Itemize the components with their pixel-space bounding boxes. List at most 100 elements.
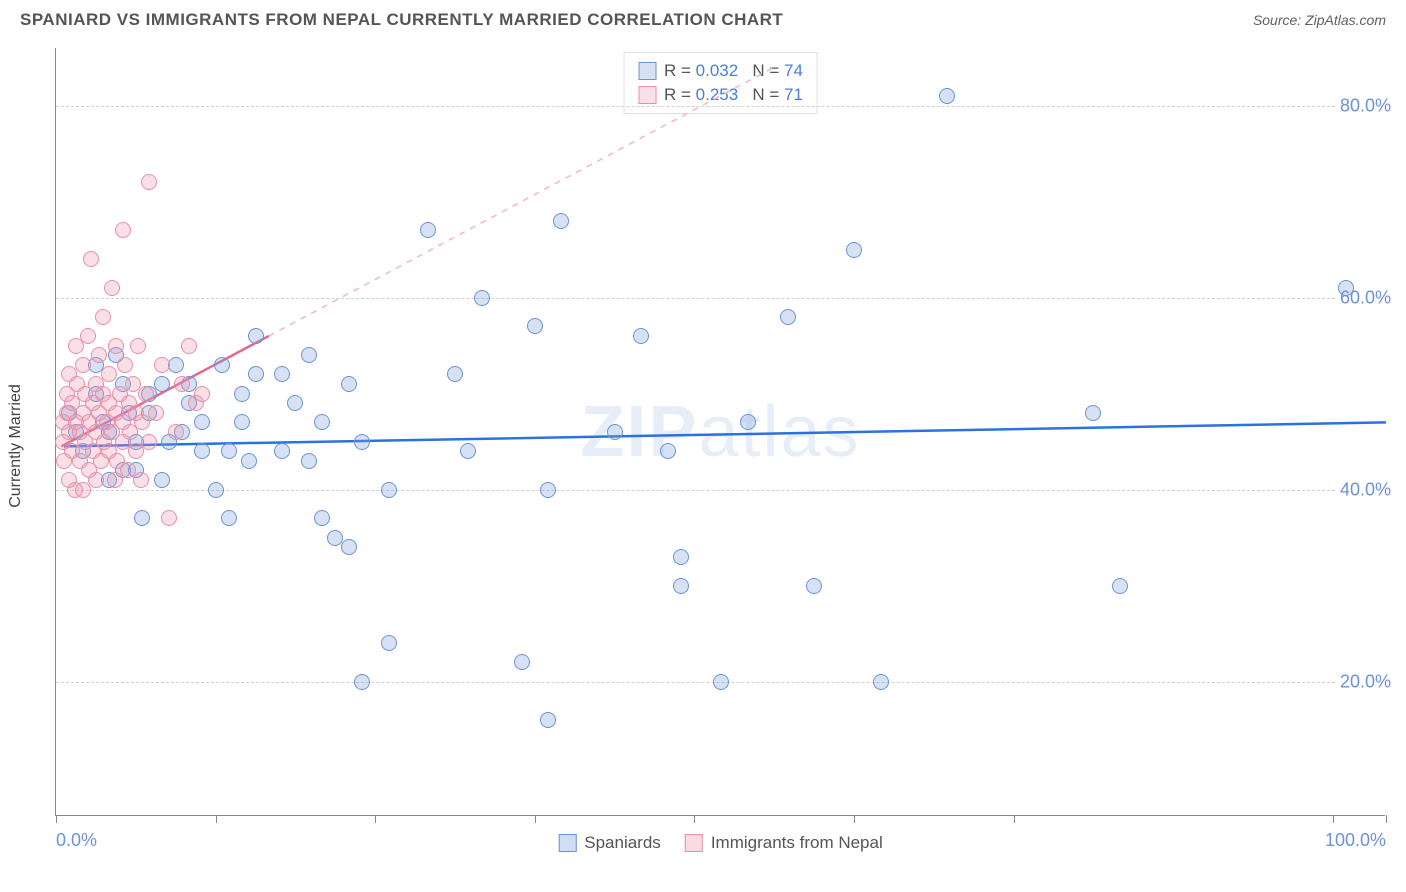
data-point [301,347,317,363]
data-point [780,309,796,325]
data-point [91,347,107,363]
data-point [607,424,623,440]
data-point [633,328,649,344]
data-point [1338,280,1354,296]
data-point [117,357,133,373]
data-point [381,482,397,498]
data-point [141,434,157,450]
x-tick [1333,815,1334,823]
legend-item: Immigrants from Nepal [685,833,883,853]
data-point [474,290,490,306]
legend-item: Spaniards [558,833,661,853]
data-point [540,482,556,498]
data-point [553,213,569,229]
data-point [88,472,104,488]
data-point [234,386,250,402]
x-tick-label: 0.0% [56,830,97,851]
chart-title: SPANIARD VS IMMIGRANTS FROM NEPAL CURREN… [20,10,783,30]
data-point [154,357,170,373]
data-point [447,366,463,382]
data-point [314,414,330,430]
data-point [713,674,729,690]
legend-label: Spaniards [584,833,661,853]
data-point [154,376,170,392]
y-axis-label: Currently Married [7,384,25,508]
data-point [1085,405,1101,421]
source-label: Source: ZipAtlas.com [1253,12,1386,28]
data-point [341,376,357,392]
data-point [420,222,436,238]
legend-label: Immigrants from Nepal [711,833,883,853]
trend-overlay [56,48,1386,816]
x-tick [694,815,695,823]
data-point [527,318,543,334]
data-point [108,338,124,354]
data-point [341,539,357,555]
data-point [83,251,99,267]
x-tick [56,815,57,823]
data-point [514,654,530,670]
data-point [115,222,131,238]
data-point [740,414,756,430]
data-point [138,386,154,402]
series-legend: Spaniards Immigrants from Nepal [558,833,883,853]
data-point [846,242,862,258]
data-point [148,405,164,421]
trend-line-dashed [269,67,774,336]
data-point [873,674,889,690]
data-point [154,472,170,488]
data-point [287,395,303,411]
data-point [354,434,370,450]
data-point [248,328,264,344]
data-point [221,510,237,526]
data-point [174,376,190,392]
data-point [161,510,177,526]
data-point [133,472,149,488]
data-point [460,443,476,459]
data-point [141,174,157,190]
data-point [1112,578,1128,594]
data-point [660,443,676,459]
header: SPANIARD VS IMMIGRANTS FROM NEPAL CURREN… [0,0,1406,36]
data-point [806,578,822,594]
data-point [354,674,370,690]
x-tick [216,815,217,823]
data-point [381,635,397,651]
data-point [241,453,257,469]
data-point [95,309,111,325]
x-tick [375,815,376,823]
data-point [221,443,237,459]
x-tick [535,815,536,823]
data-point [274,366,290,382]
data-point [234,414,250,430]
x-tick-label: 100.0% [1325,830,1386,851]
data-point [75,357,91,373]
data-point [314,510,330,526]
x-tick [1386,815,1387,823]
data-point [214,357,230,373]
data-point [80,328,96,344]
x-tick [1014,815,1015,823]
data-point [181,338,197,354]
trend-line [64,422,1386,446]
data-point [208,482,224,498]
data-point [673,578,689,594]
data-point [104,280,120,296]
data-point [248,366,264,382]
data-point [301,453,317,469]
legend-swatch [558,834,576,852]
scatter-chart: ZIPatlas R = 0.032 N = 74R = 0.253 N = 7… [55,48,1385,816]
data-point [194,386,210,402]
data-point [130,338,146,354]
data-point [134,510,150,526]
data-point [194,414,210,430]
data-point [939,88,955,104]
data-point [673,549,689,565]
data-point [194,443,210,459]
data-point [274,443,290,459]
data-point [168,424,184,440]
data-point [101,366,117,382]
legend-swatch [685,834,703,852]
data-point [540,712,556,728]
x-tick [854,815,855,823]
